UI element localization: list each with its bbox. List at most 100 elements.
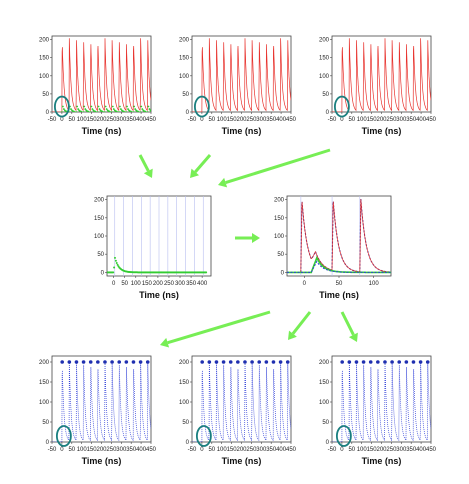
highlight-ring [195, 425, 212, 447]
data-point [89, 111, 92, 112]
arrow-shaft [225, 148, 331, 185]
plot-frame [331, 355, 432, 443]
x-tick-label: 200 [96, 117, 107, 123]
data-point [90, 105, 93, 108]
x-tick-label: -50 [328, 117, 337, 123]
x-tick-label: 150 [87, 117, 98, 123]
x-tick-label: 100 [77, 117, 88, 123]
arrow-head [218, 177, 228, 188]
data-point [70, 108, 72, 110]
y-tick-label: 200 [94, 198, 105, 204]
highlight-ring [335, 425, 352, 447]
data-point [84, 108, 87, 110]
data-point [105, 108, 108, 110]
data-point [148, 108, 151, 110]
data-point [205, 271, 208, 274]
chart-bottom-middle: 0 50 100 150 200 -50 0 50 100 150 200 250 300 350 400 4… [170, 352, 297, 470]
peak-dot [264, 360, 269, 364]
y-tick-label: 100 [39, 400, 50, 406]
chart-bottom-left: 0 50 100 150 200 -50 0 50 100 150 200 250 300 350 400 4… [30, 352, 157, 470]
x-tick-label: 400 [197, 281, 208, 287]
x-tick-label: 450 [146, 447, 157, 453]
x-tick-label: 0 [340, 447, 344, 453]
x-tick-label: 250 [164, 281, 175, 287]
x-tick-label: 350 [406, 117, 417, 123]
y-tick-label: 100 [94, 234, 105, 240]
peak-dot [347, 360, 352, 364]
peak-dot [418, 360, 423, 364]
y-tick-label: 50 [42, 420, 49, 426]
data-point [132, 111, 135, 112]
y-tick-label: 0 [46, 440, 50, 446]
y-tick-label: 150 [39, 380, 50, 386]
data-point [112, 108, 115, 110]
x-tick-label: -50 [328, 447, 337, 453]
peak-dot [138, 360, 143, 364]
data-point [73, 110, 75, 112]
x-tick-label: 350 [406, 447, 417, 453]
arrow-head [252, 233, 260, 243]
x-tick-label: 100 [357, 447, 368, 453]
x-tick-label: 250 [246, 447, 257, 453]
y-tick-label: 150 [94, 216, 105, 222]
y-tick-label: 200 [39, 360, 50, 366]
x-tick-label: 100 [369, 281, 380, 287]
x-tick-label: 300 [256, 447, 267, 453]
peak-dot [236, 360, 240, 364]
peak-dot [221, 360, 226, 364]
y-tick-label: 200 [274, 198, 285, 204]
arrow-head [288, 330, 297, 340]
x-tick-label: 0 [60, 447, 64, 453]
data-point [110, 111, 113, 112]
data-point [83, 105, 86, 108]
x-tick-label: 50 [121, 281, 128, 287]
data-point [87, 110, 90, 112]
x-axis-label: Time (ns) [222, 126, 262, 136]
peak-dot [214, 360, 219, 364]
x-tick-label: 200 [96, 447, 107, 453]
data-point [130, 110, 132, 112]
y-tick-label: 150 [179, 380, 190, 386]
peak-dot [88, 360, 93, 364]
highlight-ring [193, 95, 210, 118]
arrow-head [348, 332, 358, 342]
peak-dot [425, 360, 430, 364]
peak-dot [207, 360, 212, 364]
peak-dot [271, 360, 276, 364]
y-tick-label: 150 [319, 56, 330, 62]
data-point [151, 111, 153, 113]
peak-dot [60, 360, 64, 364]
data-point [115, 110, 118, 112]
peak-dot [250, 360, 254, 364]
arrow-shaft [167, 310, 271, 345]
x-tick-label: 250 [106, 117, 117, 123]
peak-dot [361, 360, 366, 364]
y-tick-label: 200 [319, 360, 330, 366]
arrow-shaft [340, 311, 355, 336]
highlight-ring [55, 425, 72, 447]
peak-dot [376, 360, 380, 364]
peak-dot [67, 360, 72, 364]
y-tick-label: 0 [326, 110, 330, 116]
y-tick-label: 50 [42, 92, 49, 98]
y-tick-label: 100 [39, 74, 50, 80]
data-point [146, 111, 149, 112]
data-point [137, 110, 140, 112]
peak-dot [117, 360, 122, 364]
peak-dot [397, 360, 402, 364]
plot-area [332, 360, 431, 442]
data-point [112, 271, 115, 274]
data-point [94, 110, 97, 112]
data-point [125, 111, 127, 112]
y-tick-label: 0 [101, 270, 105, 276]
x-tick-label: 100 [217, 447, 228, 453]
arrow-head [160, 337, 170, 348]
arrow-shaft [138, 154, 150, 172]
peak-dot [200, 360, 204, 364]
x-tick-label: 350 [266, 447, 277, 453]
highlight-ring [53, 95, 70, 118]
